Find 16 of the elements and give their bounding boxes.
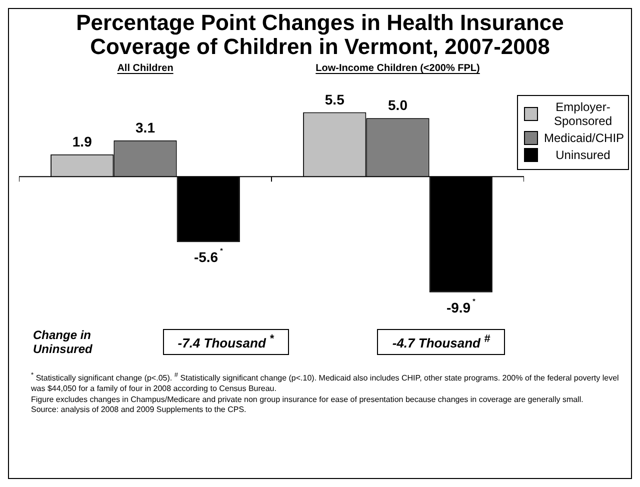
text: Figure excludes changes in Champus/Medicare and private non group insurance for ease of presentation because changes in coverage are generally small. bbox=[31, 394, 584, 406]
text: $^{*}$ Statistically significant change (p<.05). $^{#}$ Statistically significant change (p<.10). Medicaid also includes CHIP, other state programs. 200% of the federal poverty level was $44,050 for a family of four in 2008 according to Census Bureau. bbox=[31, 371, 620, 395]
text: -4.7 Thousand $^{#}$ bbox=[377, 329, 506, 355]
text: -7.4 Thousand $^{*}$ bbox=[162, 329, 289, 355]
data-label: 3.1 bbox=[136, 119, 156, 136]
x-tick-label: Low-Income Children (<200% FPL) bbox=[316, 63, 480, 74]
data-label: 1.9 bbox=[72, 133, 92, 150]
legend-label: Medicaid/CHIP bbox=[544, 131, 624, 145]
x-tick-label: All Children bbox=[117, 63, 174, 74]
text: Change in Uninsured bbox=[32, 328, 94, 356]
legend-label: Employer-Sponsored bbox=[552, 100, 614, 128]
data-label: 5.0 bbox=[388, 97, 408, 114]
source-note: Source: analysis of 2008 and 2009 Supplements to the CPS. bbox=[31, 405, 248, 416]
data-label: 5.5 bbox=[324, 91, 345, 108]
chart-title: Percentage Point Changes in Health Insurance Coverage of Children in Vermont, 2007-2008 bbox=[75, 9, 565, 59]
legend-label: Uninsured bbox=[554, 148, 612, 162]
